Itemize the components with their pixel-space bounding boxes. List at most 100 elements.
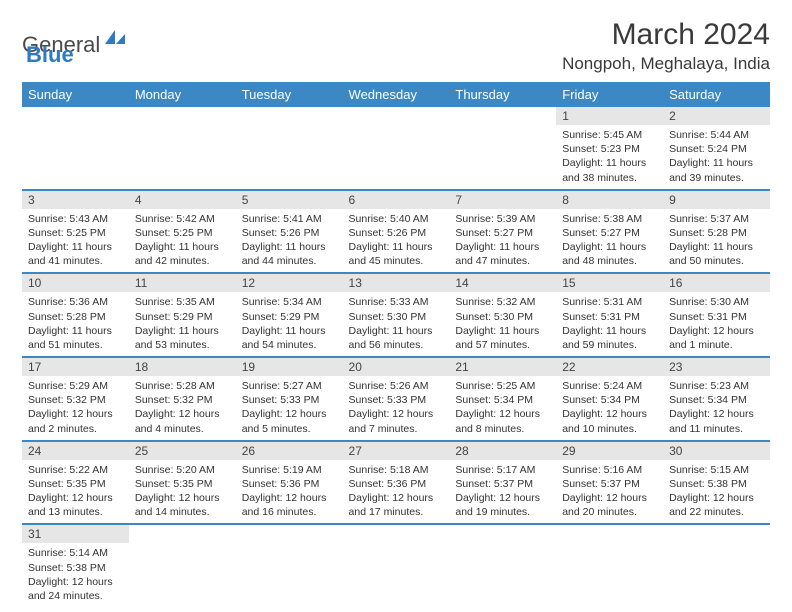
sunset-line: Sunset: 5:25 PM <box>135 226 230 240</box>
sunrise-line: Sunrise: 5:25 AM <box>455 379 550 393</box>
day-header: Sunday <box>22 82 129 107</box>
sunrise-line: Sunrise: 5:35 AM <box>135 295 230 309</box>
daylight-line: Daylight: 11 hours and 56 minutes. <box>349 324 444 352</box>
calendar-cell: 7Sunrise: 5:39 AMSunset: 5:27 PMDaylight… <box>449 190 556 274</box>
sunset-line: Sunset: 5:25 PM <box>28 226 123 240</box>
day-number: 19 <box>236 358 343 376</box>
sunset-line: Sunset: 5:29 PM <box>242 310 337 324</box>
sunset-line: Sunset: 5:33 PM <box>349 393 444 407</box>
daylight-line: Daylight: 12 hours and 5 minutes. <box>242 407 337 435</box>
sunrise-line: Sunrise: 5:37 AM <box>669 212 764 226</box>
sunset-line: Sunset: 5:28 PM <box>669 226 764 240</box>
calendar-cell <box>236 107 343 190</box>
daylight-line: Daylight: 12 hours and 17 minutes. <box>349 491 444 519</box>
calendar-cell <box>663 524 770 607</box>
day-number: 10 <box>22 274 129 292</box>
calendar-cell: 20Sunrise: 5:26 AMSunset: 5:33 PMDayligh… <box>343 357 450 441</box>
daylight-line: Daylight: 12 hours and 1 minute. <box>669 324 764 352</box>
day-details: Sunrise: 5:33 AMSunset: 5:30 PMDaylight:… <box>343 292 450 356</box>
calendar-cell: 18Sunrise: 5:28 AMSunset: 5:32 PMDayligh… <box>129 357 236 441</box>
header: General March 2024 Nongpoh, Meghalaya, I… <box>22 18 770 74</box>
daylight-line: Daylight: 12 hours and 10 minutes. <box>562 407 657 435</box>
day-number: 27 <box>343 442 450 460</box>
calendar-cell <box>343 524 450 607</box>
day-details: Sunrise: 5:23 AMSunset: 5:34 PMDaylight:… <box>663 376 770 440</box>
calendar-cell: 29Sunrise: 5:16 AMSunset: 5:37 PMDayligh… <box>556 441 663 525</box>
logo-text-blue: Blue <box>26 42 74 68</box>
daylight-line: Daylight: 12 hours and 4 minutes. <box>135 407 230 435</box>
sunrise-line: Sunrise: 5:22 AM <box>28 463 123 477</box>
daylight-line: Daylight: 11 hours and 42 minutes. <box>135 240 230 268</box>
sunset-line: Sunset: 5:34 PM <box>455 393 550 407</box>
sunrise-line: Sunrise: 5:20 AM <box>135 463 230 477</box>
day-number: 7 <box>449 191 556 209</box>
sunset-line: Sunset: 5:23 PM <box>562 142 657 156</box>
day-details: Sunrise: 5:40 AMSunset: 5:26 PMDaylight:… <box>343 209 450 273</box>
day-number: 12 <box>236 274 343 292</box>
sunset-line: Sunset: 5:26 PM <box>349 226 444 240</box>
calendar-cell: 2Sunrise: 5:44 AMSunset: 5:24 PMDaylight… <box>663 107 770 190</box>
day-number: 23 <box>663 358 770 376</box>
sunrise-line: Sunrise: 5:19 AM <box>242 463 337 477</box>
sunset-line: Sunset: 5:38 PM <box>669 477 764 491</box>
calendar-cell: 6Sunrise: 5:40 AMSunset: 5:26 PMDaylight… <box>343 190 450 274</box>
calendar-cell: 9 Sunrise: 5:37 AMSunset: 5:28 PMDaylight… <box>663 190 770 274</box>
calendar-cell: 13Sunrise: 5:33 AMSunset: 5:30 PMDayligh… <box>343 273 450 357</box>
calendar-cell: 30Sunrise: 5:15 AMSunset: 5:38 PMDayligh… <box>663 441 770 525</box>
day-header: Saturday <box>663 82 770 107</box>
day-number: 6 <box>343 191 450 209</box>
sunset-line: Sunset: 5:36 PM <box>349 477 444 491</box>
sunset-line: Sunset: 5:31 PM <box>669 310 764 324</box>
day-number: 8 <box>556 191 663 209</box>
sunset-line: Sunset: 5:28 PM <box>28 310 123 324</box>
sunrise-line: Sunrise: 5:18 AM <box>349 463 444 477</box>
daylight-line: Daylight: 11 hours and 48 minutes. <box>562 240 657 268</box>
sunset-line: Sunset: 5:34 PM <box>669 393 764 407</box>
day-details: Sunrise: 5:44 AMSunset: 5:24 PMDaylight:… <box>663 125 770 189</box>
sunset-line: Sunset: 5:36 PM <box>242 477 337 491</box>
day-details: Sunrise: 5:27 AMSunset: 5:33 PMDaylight:… <box>236 376 343 440</box>
day-number: 9 <box>663 191 770 209</box>
sunrise-line: Sunrise: 5:27 AM <box>242 379 337 393</box>
daylight-line: Daylight: 12 hours and 13 minutes. <box>28 491 123 519</box>
calendar-cell: 1Sunrise: 5:45 AMSunset: 5:23 PMDaylight… <box>556 107 663 190</box>
sunset-line: Sunset: 5:27 PM <box>562 226 657 240</box>
sunrise-line: Sunrise: 5:26 AM <box>349 379 444 393</box>
day-header: Tuesday <box>236 82 343 107</box>
day-number: 14 <box>449 274 556 292</box>
day-details: Sunrise: 5:32 AMSunset: 5:30 PMDaylight:… <box>449 292 556 356</box>
day-details: Sunrise: 5:31 AMSunset: 5:31 PMDaylight:… <box>556 292 663 356</box>
sunrise-line: Sunrise: 5:38 AM <box>562 212 657 226</box>
day-details: Sunrise: 5:22 AMSunset: 5:35 PMDaylight:… <box>22 460 129 524</box>
daylight-line: Daylight: 12 hours and 8 minutes. <box>455 407 550 435</box>
sunrise-line: Sunrise: 5:28 AM <box>135 379 230 393</box>
daylight-line: Daylight: 12 hours and 14 minutes. <box>135 491 230 519</box>
day-number: 1 <box>556 107 663 125</box>
day-number: 30 <box>663 442 770 460</box>
daylight-line: Daylight: 12 hours and 19 minutes. <box>455 491 550 519</box>
day-details: Sunrise: 5:18 AMSunset: 5:36 PMDaylight:… <box>343 460 450 524</box>
calendar-cell <box>129 524 236 607</box>
daylight-line: Daylight: 11 hours and 50 minutes. <box>669 240 764 268</box>
daylight-line: Daylight: 11 hours and 45 minutes. <box>349 240 444 268</box>
calendar-row: 24Sunrise: 5:22 AMSunset: 5:35 PMDayligh… <box>22 441 770 525</box>
day-number: 2 <box>663 107 770 125</box>
day-number: 11 <box>129 274 236 292</box>
sunrise-line: Sunrise: 5:45 AM <box>562 128 657 142</box>
daylight-line: Daylight: 12 hours and 7 minutes. <box>349 407 444 435</box>
daylight-line: Daylight: 11 hours and 44 minutes. <box>242 240 337 268</box>
sunset-line: Sunset: 5:27 PM <box>455 226 550 240</box>
day-details: Sunrise: 5:14 AMSunset: 5:38 PMDaylight:… <box>22 543 129 607</box>
sunrise-line: Sunrise: 5:36 AM <box>28 295 123 309</box>
calendar-cell: 8 Sunrise: 5:38 AMSunset: 5:27 PMDaylight… <box>556 190 663 274</box>
calendar-row: 31Sunrise: 5:14 AMSunset: 5:38 PMDayligh… <box>22 524 770 607</box>
day-details: Sunrise: 5:28 AMSunset: 5:32 PMDaylight:… <box>129 376 236 440</box>
day-number: 22 <box>556 358 663 376</box>
day-details: Sunrise: 5:17 AMSunset: 5:37 PMDaylight:… <box>449 460 556 524</box>
sunrise-line: Sunrise: 5:44 AM <box>669 128 764 142</box>
day-number: 26 <box>236 442 343 460</box>
calendar-cell: 5Sunrise: 5:41 AMSunset: 5:26 PMDaylight… <box>236 190 343 274</box>
calendar-cell: 26Sunrise: 5:19 AMSunset: 5:36 PMDayligh… <box>236 441 343 525</box>
sunset-line: Sunset: 5:35 PM <box>28 477 123 491</box>
sunrise-line: Sunrise: 5:41 AM <box>242 212 337 226</box>
